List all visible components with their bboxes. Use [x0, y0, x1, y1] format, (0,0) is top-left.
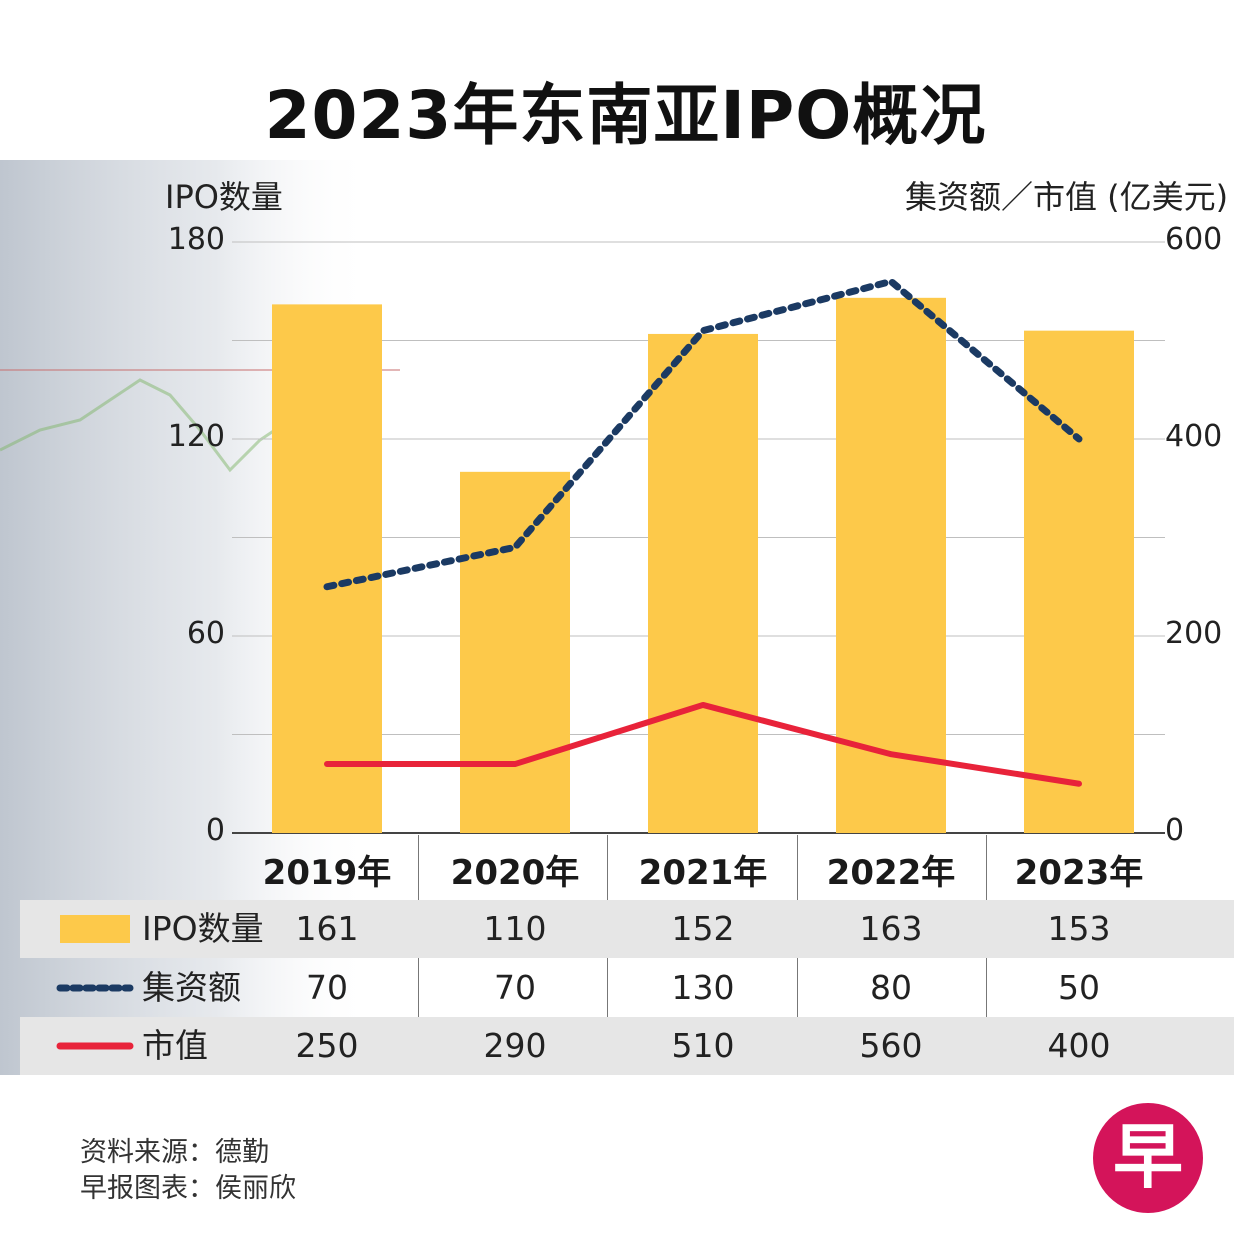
chart-title: 2023年东南亚IPO概况	[264, 77, 987, 154]
category-label: 2022年	[826, 853, 956, 893]
row-label: 市值	[142, 1026, 208, 1065]
left-tick-label: 0	[205, 813, 225, 848]
table-row: 市值	[20, 1017, 1234, 1075]
category-label: 2019年	[262, 853, 392, 893]
bar	[648, 333, 758, 833]
zaobao-logo: 早	[1093, 1103, 1203, 1213]
row-label: IPO数量	[142, 909, 264, 948]
left-tick-label: 120	[167, 419, 225, 454]
bar	[1024, 330, 1134, 833]
table-cell: 80	[870, 968, 912, 1007]
right-tick-label: 200	[1165, 616, 1223, 651]
series-line-market-value	[324, 701, 1082, 787]
table-cell: 161	[295, 909, 359, 948]
table-cell: 152	[671, 909, 735, 948]
bar	[272, 304, 382, 834]
right-tick-label: 400	[1165, 419, 1223, 454]
table-cell: 510	[671, 1026, 735, 1065]
table-cell: 70	[494, 968, 536, 1007]
table-cell: 50	[1058, 968, 1100, 1007]
category-label: 2023年	[1014, 853, 1144, 893]
table-cell: 110	[483, 909, 547, 948]
legend-line-swatch	[56, 1042, 134, 1050]
category-label: 2021年	[638, 853, 768, 893]
left-axis-title: IPO数量	[165, 178, 283, 216]
bar	[460, 471, 570, 833]
category-label: 2020年	[450, 853, 580, 893]
series-line-fundraising	[323, 277, 1083, 591]
table-cell: 290	[483, 1026, 547, 1065]
legend-dotted-swatch	[56, 984, 134, 992]
legend-bar-swatch	[60, 915, 130, 943]
credit-note: 早报图表：侯丽欣	[80, 1173, 296, 1204]
right-tick-label: 600	[1165, 222, 1223, 257]
left-tick-label: 60	[186, 616, 225, 651]
table-cell: 163	[859, 909, 923, 948]
right-axis-title: 集资额／市值 (亿美元)	[905, 178, 1229, 216]
table-cell: 153	[1047, 909, 1111, 948]
source-note: 资料来源：德勤	[80, 1137, 269, 1168]
table-cell: 250	[295, 1026, 359, 1065]
table-row: 集资额	[20, 959, 1234, 1017]
table-cell: 400	[1047, 1026, 1111, 1065]
table-cell: 70	[306, 968, 348, 1007]
right-tick-label: 0	[1165, 813, 1185, 848]
table-cell: 130	[671, 968, 735, 1007]
table-row: IPO数量	[20, 900, 1234, 958]
table-cell: 560	[859, 1026, 923, 1065]
row-label: 集资额	[142, 968, 241, 1007]
left-tick-label: 180	[167, 222, 225, 257]
